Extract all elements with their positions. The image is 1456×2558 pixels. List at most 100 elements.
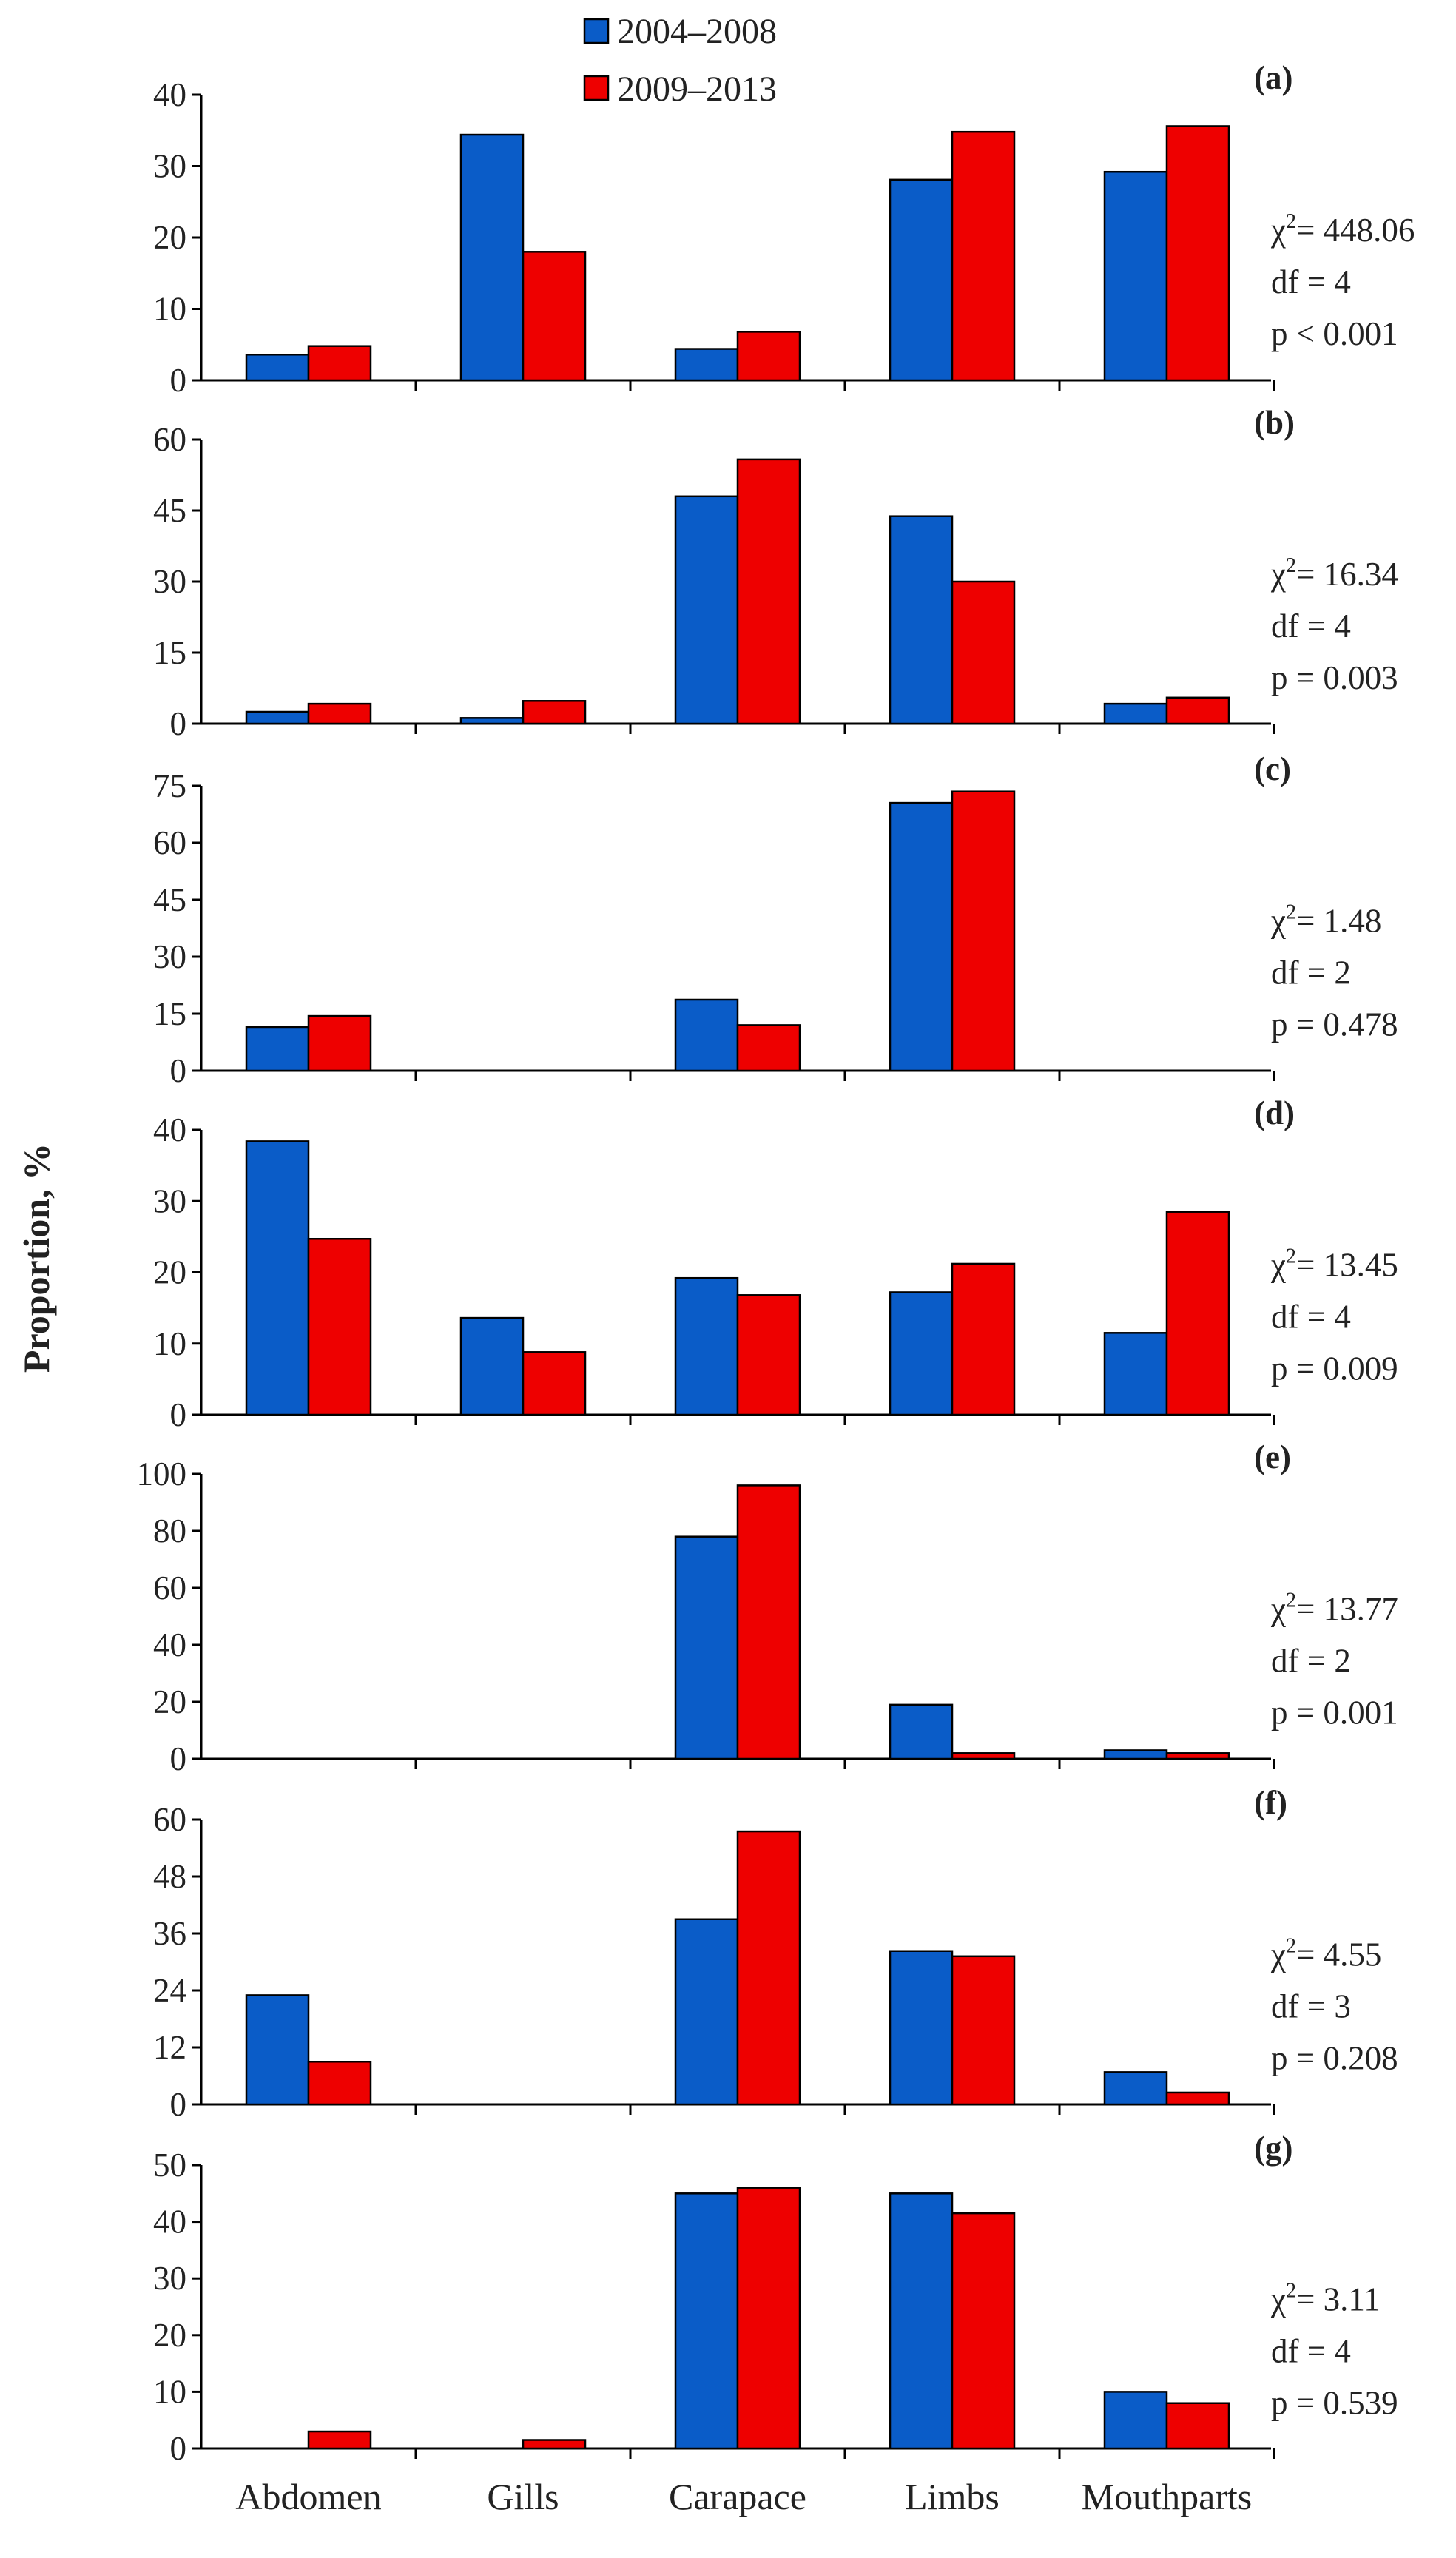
x-category-label-abdomen: Abdomen	[235, 2476, 381, 2517]
bar-1-gills	[459, 717, 525, 725]
bar-1-limbs	[889, 178, 954, 382]
bar-2-limbs	[951, 580, 1016, 725]
bar-2-carapace	[736, 1830, 801, 2106]
bar-2-limbs	[951, 1262, 1016, 1416]
bar-1-carapace	[674, 348, 739, 382]
bar-2-carapace	[736, 2187, 801, 2450]
y-tick-label: 75	[153, 767, 186, 804]
y-tick-label: 0	[170, 362, 187, 399]
y-tick-label: 100	[137, 1455, 187, 1492]
bar-2-abdomen	[307, 702, 372, 725]
bar-1-carapace	[674, 2192, 739, 2450]
y-tick-label: 45	[153, 492, 186, 529]
x-category-label-carapace: Carapace	[669, 2476, 806, 2517]
panel-e: 0 20 40 60 80 100 (e) χ2= 13.77 df = 2 p = 0.001	[137, 1438, 1398, 1777]
stat-df: df = 2	[1271, 955, 1351, 992]
bar-1-limbs	[889, 2192, 954, 2450]
bar-1-abdomen	[245, 1026, 310, 1072]
y-tick-label: 20	[153, 2317, 186, 2354]
bar-2-mouthparts	[1165, 1211, 1230, 1416]
bar-1-carapace	[674, 998, 739, 1072]
y-tick-label: 40	[153, 1111, 186, 1148]
stat-chi-square: χ2= 13.45	[1270, 1245, 1398, 1284]
y-tick-label: 30	[153, 938, 186, 975]
bar-2-abdomen	[307, 1014, 372, 1072]
stat-df: df = 2	[1271, 1643, 1351, 1680]
legend-entry-series-1: 2004–2008	[583, 12, 777, 51]
bar-1-limbs	[889, 801, 954, 1072]
bar-2-gills	[522, 1351, 587, 1416]
y-tick-label: 0	[170, 2430, 187, 2467]
panel-f: 0 12 24 36 48 60 (f) χ2= 4.55 df = 3 p = 0.208	[153, 1784, 1398, 2123]
bar-2-gills	[522, 2439, 587, 2450]
bar-1-mouthparts	[1103, 2391, 1168, 2450]
legend-label-series-1: 2004–2008	[617, 12, 777, 51]
bar-2-mouthparts	[1165, 2091, 1230, 2106]
panel-label: (a)	[1254, 59, 1292, 96]
bar-1-limbs	[889, 1950, 954, 2106]
y-tick-label: 60	[153, 1801, 186, 1838]
y-tick-label: 40	[153, 2204, 186, 2241]
x-category-label-limbs: Limbs	[905, 2476, 1000, 2517]
bar-1-mouthparts	[1103, 702, 1168, 725]
bar-2-gills	[522, 251, 587, 382]
y-tick-label: 30	[153, 563, 186, 600]
y-tick-label: 30	[153, 2260, 186, 2297]
stat-chi-square: χ2= 3.11	[1270, 2280, 1381, 2318]
bar-1-limbs	[889, 1291, 954, 1416]
stat-df: df = 4	[1271, 2333, 1351, 2370]
bar-2-mouthparts	[1165, 696, 1230, 725]
y-tick-label: 30	[153, 148, 186, 185]
y-tick-label: 30	[153, 1182, 186, 1219]
stat-df: df = 4	[1271, 607, 1351, 644]
stat-df: df = 3	[1271, 1988, 1351, 2025]
panel-a: 0 10 20 30 40 (a) χ2= 448.06 df = 4 p < 0.001	[153, 59, 1415, 399]
bar-2-carapace	[736, 1294, 801, 1416]
panel-label: (e)	[1254, 1438, 1291, 1475]
y-tick-label: 60	[153, 421, 186, 458]
bar-2-carapace	[736, 1484, 801, 1760]
legend-entry-series-2: 2009–2013	[583, 70, 777, 109]
bar-1-gills	[459, 133, 525, 382]
bar-2-mouthparts	[1165, 2402, 1230, 2450]
bar-1-abdomen	[245, 354, 310, 382]
bar-2-abdomen	[307, 2430, 372, 2450]
y-tick-label: 20	[153, 219, 186, 256]
panel-c: 0 15 30 45 60 75 (c) χ2= 1.48 df = 2 p = 0.478	[153, 750, 1398, 1089]
stat-p-value: p < 0.001	[1271, 315, 1398, 352]
stat-p-value: p = 0.009	[1271, 1350, 1398, 1387]
y-tick-label: 10	[153, 2373, 186, 2410]
bar-2-abdomen	[307, 2061, 372, 2106]
bar-1-carapace	[674, 495, 739, 725]
y-tick-label: 10	[153, 291, 186, 328]
y-tick-label: 60	[153, 824, 186, 861]
y-tick-label: 20	[153, 1683, 186, 1720]
bar-2-abdomen	[307, 1238, 372, 1416]
bar-1-carapace	[674, 1918, 739, 2106]
legend-swatch-series-1	[583, 18, 610, 44]
y-tick-label: 0	[170, 705, 187, 742]
bar-1-carapace	[674, 1276, 739, 1416]
bar-1-gills	[459, 1316, 525, 1416]
y-tick-label: 0	[170, 1052, 187, 1089]
bar-1-mouthparts	[1103, 1332, 1168, 1416]
stat-df: df = 4	[1271, 263, 1351, 300]
y-tick-label: 48	[153, 1858, 186, 1895]
stat-chi-square: χ2= 4.55	[1270, 1935, 1381, 1973]
bar-2-limbs	[951, 2212, 1016, 2450]
panel-label: (g)	[1254, 2130, 1292, 2167]
stat-chi-square: χ2= 16.34	[1270, 554, 1398, 593]
stat-p-value: p = 0.208	[1271, 2040, 1398, 2077]
bar-1-limbs	[889, 1703, 954, 1760]
panel-label: (b)	[1254, 404, 1295, 441]
y-tick-label: 15	[153, 634, 186, 671]
bar-1-mouthparts	[1103, 2071, 1168, 2106]
y-tick-label: 10	[153, 1325, 186, 1362]
x-category-label-mouthparts: Mouthparts	[1082, 2476, 1253, 2517]
bar-2-carapace	[736, 1024, 801, 1072]
bar-2-mouthparts	[1165, 125, 1230, 382]
y-tick-label: 15	[153, 995, 186, 1032]
bar-1-limbs	[889, 515, 954, 725]
panel-label: (c)	[1254, 750, 1291, 787]
